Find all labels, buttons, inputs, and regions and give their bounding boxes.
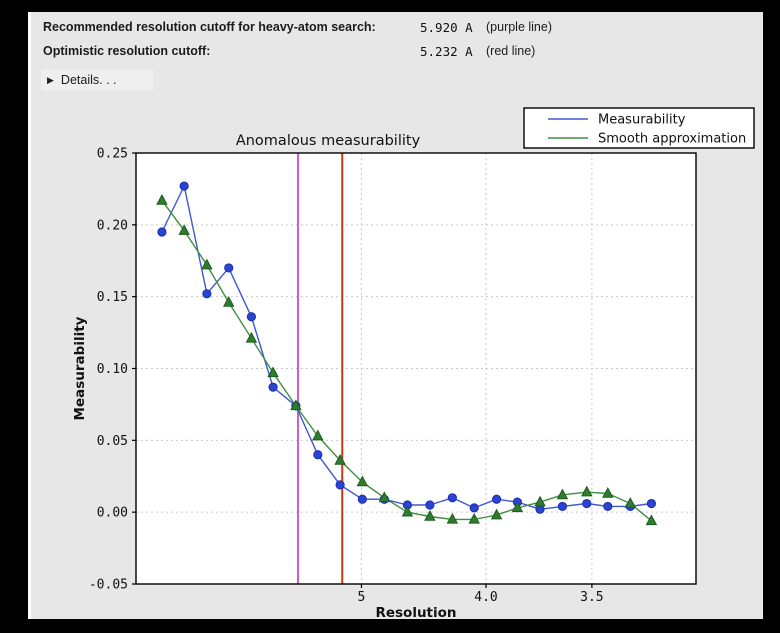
data-point-circle [582, 498, 592, 509]
y-tick-label: 0.25 [97, 147, 128, 162]
data-point-triangle [201, 258, 213, 270]
series-line [161, 199, 652, 522]
x-axis-label: Resolution [375, 605, 456, 619]
data-point-circle [224, 263, 234, 273]
recommended-cutoff-label: Recommended resolution cutoff for heavy-… [43, 20, 376, 34]
data-point-circle [512, 497, 522, 507]
recommended-cutoff-value: 5.920 A [420, 20, 473, 35]
recommended-cutoff-note: (purple line) [486, 20, 553, 34]
tick-labels: 0.25 0.20 0.15 0.10 0.05 0.00 -0.05 5 4.0 3.5 [89, 147, 604, 606]
measurability-chart: 0.25 0.20 0.15 0.10 0.05 0.00 -0.05 5 4.0 3.5 Anom… [72, 107, 755, 619]
data-point-triangle [156, 193, 168, 205]
data-point-circle [157, 227, 167, 237]
data-point-circle [335, 480, 345, 490]
data-point-triangle [602, 487, 614, 498]
header-row-optimistic: Optimistic resolution cutoff: 5.232 A (r… [31, 44, 763, 62]
y-axis-label: Measurability [72, 316, 88, 420]
data-point-triangle [245, 331, 258, 343]
data-point-circle [402, 500, 413, 510]
data-point-triangle [581, 485, 593, 497]
y-tick-label: 0.10 [97, 362, 128, 377]
grid [136, 153, 696, 584]
legend-frame [523, 107, 755, 149]
data-point-circle [557, 501, 568, 512]
optimistic-cutoff-note: (red line) [486, 44, 536, 58]
data-point-triangle [378, 491, 391, 503]
data-point-triangle [556, 488, 569, 500]
data-point-circle [603, 501, 613, 512]
data-point-circle [625, 501, 635, 512]
data-point-triangle [290, 399, 302, 411]
data-point-triangle [356, 475, 369, 487]
data-point-triangle [312, 429, 324, 441]
axes-frame [135, 152, 697, 585]
data-point-circle [268, 382, 278, 392]
plot-area [136, 153, 696, 584]
data-point-triangle [222, 295, 235, 307]
data-point-triangle [424, 510, 436, 521]
data-point-circle [447, 493, 457, 503]
y-tick-label: 0.05 [97, 434, 128, 449]
data-point-circle [291, 401, 301, 411]
data-point-triangle [401, 505, 414, 517]
optimistic-cutoff-value: 5.232 A [420, 44, 473, 59]
measurability-series [157, 181, 657, 514]
data-point-circle [535, 504, 545, 514]
x-tick-label: 3.5 [580, 590, 603, 605]
optimistic-cutoff-label: Optimistic resolution cutoff: [43, 44, 211, 58]
data-point-triangle [645, 514, 658, 526]
y-tick-label: 0.20 [97, 218, 128, 233]
data-point-circle [646, 498, 657, 509]
chart-title: Anomalous measurability [236, 133, 421, 149]
data-point-circle [202, 289, 212, 299]
data-point-circle [379, 494, 389, 504]
tick-marks [132, 152, 593, 588]
expander-arrow-icon: ▶ [47, 74, 54, 85]
data-point-triangle [178, 224, 190, 235]
data-point-circle [179, 181, 189, 191]
legend-box: Measurability Smooth approximation [523, 107, 755, 149]
data-point-circle [313, 450, 323, 460]
data-point-circle [425, 500, 435, 510]
data-point-triangle [624, 497, 637, 508]
plot-panel: Recommended resolution cutoff for heavy-… [28, 12, 763, 619]
data-point-circle [246, 312, 257, 322]
data-point-triangle [446, 512, 459, 524]
data-point-triangle [267, 366, 279, 378]
y-tick-label: 0.00 [97, 506, 128, 521]
data-point-triangle [468, 512, 480, 524]
data-point-circle [492, 494, 502, 504]
series-line [161, 185, 652, 510]
data-point-circle [469, 503, 479, 513]
details-expander[interactable]: ▶ Details. . . [41, 69, 153, 91]
x-tick-label: 5 [358, 590, 366, 605]
y-tick-label: 0.15 [97, 290, 128, 305]
x-tick-label: 4.0 [474, 590, 497, 605]
legend-entry-label: Smooth approximation [598, 132, 746, 147]
smooth-approximation-series [156, 193, 658, 526]
y-tick-label: -0.05 [89, 578, 128, 593]
data-point-triangle [534, 495, 546, 507]
data-point-triangle [511, 501, 524, 513]
details-label: Details. . . [60, 73, 117, 87]
legend-entry-label: Measurability [598, 113, 686, 128]
data-point-triangle [334, 453, 346, 465]
data-point-circle [357, 494, 367, 504]
header-row-recommended: Recommended resolution cutoff for heavy-… [31, 20, 763, 38]
data-point-triangle [490, 508, 503, 520]
